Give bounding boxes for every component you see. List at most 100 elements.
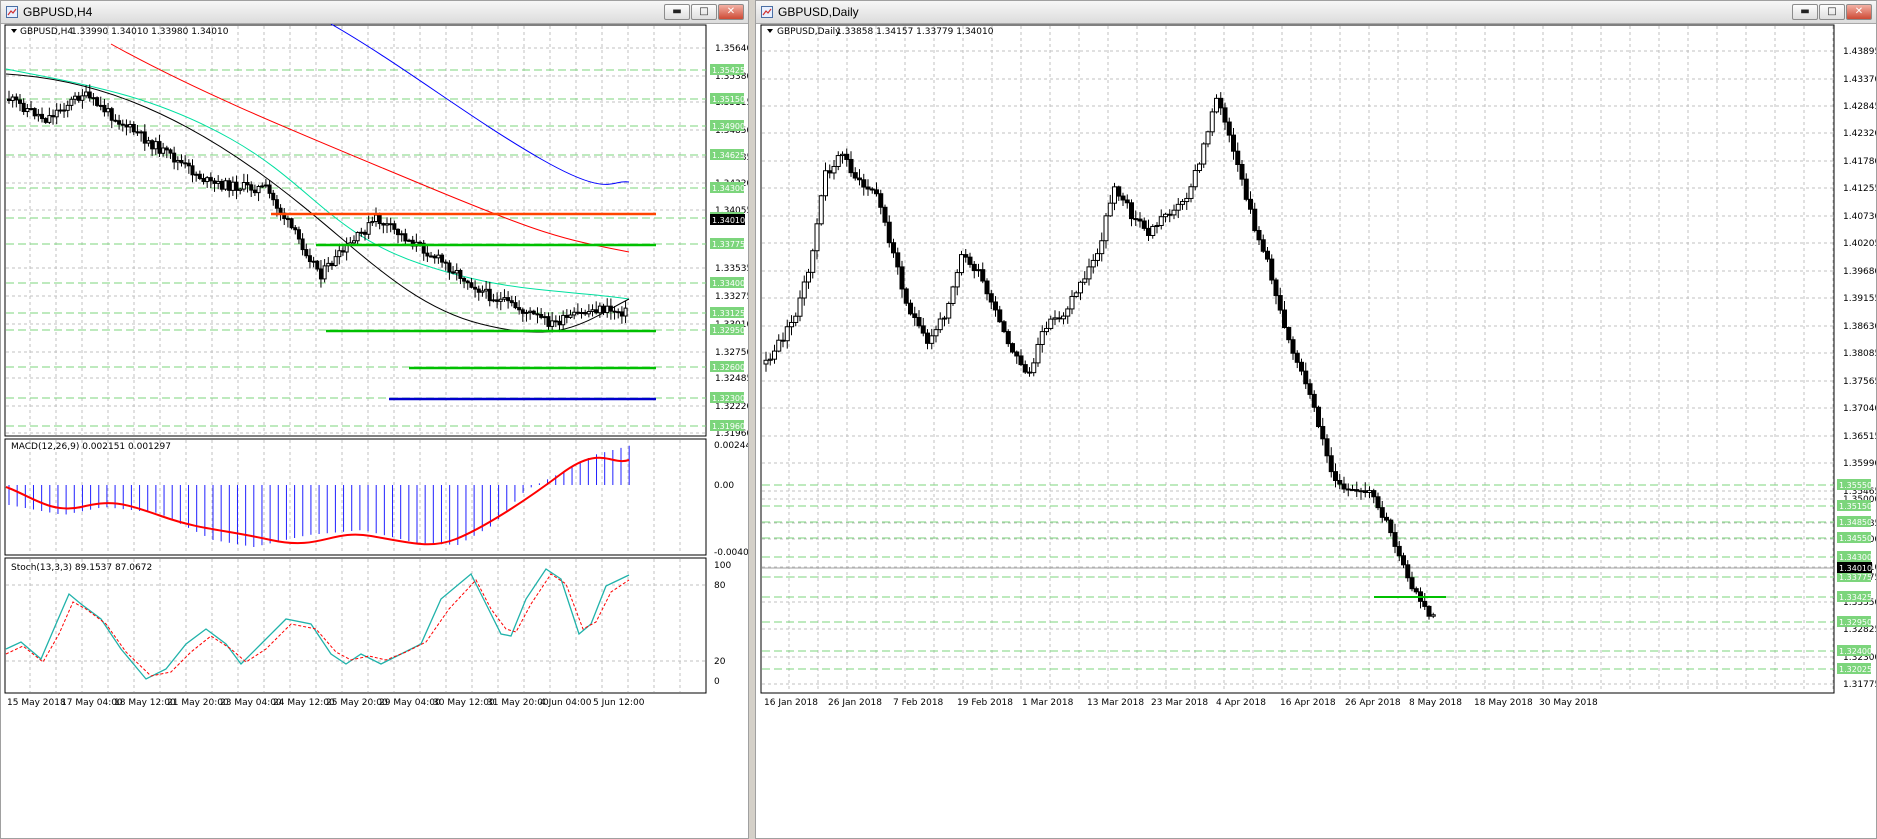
candle bbox=[513, 302, 518, 309]
candle bbox=[1328, 455, 1334, 473]
candle bbox=[1401, 555, 1406, 566]
level-tag-bg bbox=[1837, 551, 1871, 562]
price-axis-label: 1.41780 bbox=[1843, 157, 1876, 167]
time-axis-label: 21 May 20:00 bbox=[167, 698, 229, 708]
right-chart-window[interactable]: GBPUSD,Daily ▬ □ ✕ GBPUSD,Daily 1.33858 1… bbox=[755, 0, 1877, 839]
left-chart-window[interactable]: GBPUSD,H4 ▬ □ ✕ GBPUSD,H4 1.33990 1.34010… bbox=[0, 0, 749, 839]
candle bbox=[1086, 266, 1092, 280]
left-candles bbox=[7, 84, 628, 333]
minimize-button[interactable]: ▬ bbox=[664, 4, 690, 20]
level-tag-bg bbox=[1837, 591, 1871, 602]
candle bbox=[1133, 218, 1139, 221]
time-axis-label: 16 Jan 2018 bbox=[764, 698, 818, 708]
price-axis-label: 1.33350 bbox=[1843, 598, 1876, 608]
candle bbox=[1222, 107, 1228, 123]
minimize-button[interactable]: ▬ bbox=[1792, 4, 1818, 20]
candle bbox=[21, 102, 26, 113]
candle bbox=[1014, 351, 1020, 357]
candle bbox=[473, 286, 478, 290]
level-tag-label: 1.34300 bbox=[1839, 553, 1872, 562]
time-axis-label: 23 May 04:00 bbox=[220, 698, 282, 708]
candle bbox=[1010, 343, 1015, 353]
price-axis-label: 1.39155 bbox=[1843, 294, 1876, 304]
candle bbox=[329, 262, 334, 267]
candle bbox=[1265, 250, 1270, 260]
close-button[interactable]: ✕ bbox=[1846, 4, 1872, 20]
candle bbox=[1184, 197, 1190, 203]
candle bbox=[899, 266, 905, 290]
candle bbox=[810, 250, 816, 273]
chart-window-icon bbox=[761, 6, 773, 18]
candle bbox=[767, 358, 773, 361]
level-tag-label: 1.35550 bbox=[1839, 481, 1872, 490]
level-tag-label: 1.31960 bbox=[712, 422, 745, 431]
stoch-panel-frame bbox=[4, 557, 707, 694]
candle bbox=[164, 147, 169, 151]
candle bbox=[296, 229, 301, 240]
maximize-button[interactable]: □ bbox=[691, 4, 717, 20]
candle bbox=[337, 250, 342, 258]
level-tag-label: 1.33775 bbox=[1839, 573, 1872, 582]
candle bbox=[1405, 564, 1411, 579]
candle bbox=[1413, 588, 1419, 593]
candle bbox=[597, 305, 602, 314]
candle bbox=[583, 311, 588, 315]
right-candles bbox=[763, 92, 1436, 620]
candle bbox=[557, 320, 562, 326]
candle bbox=[869, 188, 875, 191]
macd-signal-line bbox=[5, 456, 630, 546]
candle bbox=[1001, 321, 1007, 333]
candle bbox=[432, 255, 437, 259]
candle bbox=[87, 91, 92, 99]
candle bbox=[392, 223, 397, 230]
candle bbox=[106, 108, 111, 113]
candle bbox=[993, 301, 998, 311]
maximize-button[interactable]: □ bbox=[1819, 4, 1845, 20]
price-axis-label: 1.39680 bbox=[1843, 267, 1876, 277]
candle bbox=[539, 314, 544, 318]
candle bbox=[840, 153, 845, 157]
candle bbox=[553, 320, 558, 323]
candle bbox=[29, 108, 34, 111]
level-tag-bg bbox=[710, 182, 744, 193]
candle bbox=[920, 325, 926, 334]
candle bbox=[933, 329, 939, 337]
candle bbox=[190, 165, 195, 176]
candle bbox=[142, 131, 147, 144]
right-window-titlebar[interactable]: GBPUSD,Daily ▬ □ ✕ bbox=[756, 1, 1876, 24]
candle bbox=[403, 233, 408, 242]
candle bbox=[852, 172, 858, 179]
level-tag-bg bbox=[710, 120, 744, 131]
macd-scale-label: 0.00 bbox=[714, 481, 734, 491]
candle bbox=[1065, 308, 1071, 317]
close-button[interactable]: ✕ bbox=[718, 4, 744, 20]
left-chart-area[interactable]: GBPUSD,H41.33990 1.34010 1.33980 1.34010… bbox=[1, 24, 748, 839]
left-window-titlebar[interactable]: GBPUSD,H4 ▬ □ ✕ bbox=[1, 1, 748, 24]
chevron-down-icon bbox=[767, 29, 773, 33]
candle bbox=[274, 199, 279, 209]
candle bbox=[131, 123, 136, 133]
candle bbox=[797, 297, 803, 317]
candle bbox=[462, 277, 467, 282]
candle bbox=[120, 123, 125, 126]
candle bbox=[561, 314, 566, 326]
stoch-scale-label: 80 bbox=[714, 581, 726, 591]
main-symbol-label: GBPUSD,Daily bbox=[777, 27, 841, 37]
candle bbox=[1163, 213, 1168, 218]
candle bbox=[25, 108, 30, 113]
candle bbox=[976, 269, 981, 272]
candle bbox=[263, 184, 268, 187]
main-symbol-label: GBPUSD,H4 bbox=[20, 27, 73, 37]
candle bbox=[608, 305, 613, 312]
candle bbox=[1358, 490, 1364, 493]
candle bbox=[1299, 361, 1304, 372]
candle bbox=[1022, 364, 1028, 373]
level-tag-label: 1.34550 bbox=[1839, 534, 1872, 543]
candle bbox=[844, 153, 850, 160]
candle bbox=[362, 231, 367, 235]
candle bbox=[564, 314, 569, 318]
time-axis-label: 30 May 2018 bbox=[1539, 698, 1598, 708]
candle bbox=[340, 250, 345, 253]
candle bbox=[293, 227, 298, 231]
